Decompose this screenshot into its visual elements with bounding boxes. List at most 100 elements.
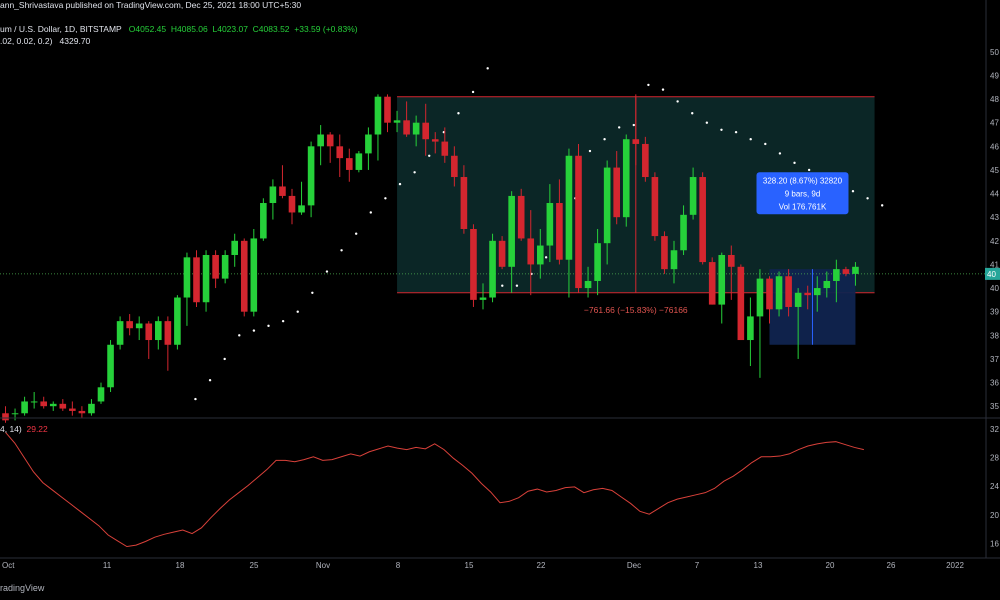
candle[interactable] xyxy=(537,229,544,279)
candle[interactable] xyxy=(632,94,640,166)
candle[interactable] xyxy=(718,252,726,324)
candle[interactable] xyxy=(231,233,238,267)
candle[interactable] xyxy=(756,269,764,378)
candle[interactable] xyxy=(451,146,458,187)
candle[interactable] xyxy=(279,165,286,199)
candle[interactable] xyxy=(307,141,315,218)
candle-body xyxy=(785,276,792,307)
candle[interactable] xyxy=(250,229,258,317)
candle[interactable] xyxy=(556,179,563,265)
candle[interactable] xyxy=(183,252,191,326)
candle[interactable] xyxy=(97,382,105,404)
candle[interactable] xyxy=(269,179,277,220)
candle[interactable] xyxy=(69,401,76,416)
candle[interactable] xyxy=(30,392,38,409)
candle[interactable] xyxy=(78,406,86,418)
candle[interactable] xyxy=(431,132,439,154)
candle[interactable] xyxy=(508,191,515,293)
candle[interactable] xyxy=(775,271,783,317)
candle[interactable] xyxy=(689,167,697,220)
price-tick: 44 xyxy=(990,190,999,199)
candle[interactable] xyxy=(336,134,344,178)
candle[interactable] xyxy=(21,396,28,416)
candle[interactable] xyxy=(661,231,668,274)
candle[interactable] xyxy=(708,257,716,305)
candle[interactable] xyxy=(804,285,811,310)
rsi-pane[interactable] xyxy=(5,432,864,548)
candle[interactable] xyxy=(479,283,487,310)
candle[interactable] xyxy=(747,297,754,367)
candle[interactable] xyxy=(393,110,401,133)
candle[interactable] xyxy=(422,103,429,156)
candles[interactable] xyxy=(2,94,859,423)
sar-dot xyxy=(208,379,212,382)
candle[interactable] xyxy=(460,165,468,234)
candle[interactable] xyxy=(575,143,582,293)
candle[interactable] xyxy=(145,321,153,359)
candle[interactable] xyxy=(680,205,687,255)
candle[interactable] xyxy=(126,314,133,336)
candle[interactable] xyxy=(842,266,850,277)
candle[interactable] xyxy=(298,181,305,215)
candle[interactable] xyxy=(603,160,611,265)
candle[interactable] xyxy=(728,245,735,300)
candle[interactable] xyxy=(59,399,67,411)
candle-body xyxy=(680,214,687,251)
candle[interactable] xyxy=(498,236,506,270)
candle[interactable] xyxy=(823,271,831,298)
candle[interactable] xyxy=(374,94,382,161)
candle[interactable] xyxy=(699,172,706,265)
candle[interactable] xyxy=(794,288,802,359)
candle[interactable] xyxy=(642,136,649,182)
candle[interactable] xyxy=(346,148,353,182)
candle[interactable] xyxy=(565,148,573,298)
time-tick: 13 xyxy=(754,561,763,570)
candle[interactable] xyxy=(11,408,19,421)
candle[interactable] xyxy=(584,266,592,298)
candle[interactable] xyxy=(517,188,525,241)
candle[interactable] xyxy=(651,172,659,241)
candle[interactable] xyxy=(813,276,821,312)
candle[interactable] xyxy=(2,406,9,423)
candle[interactable] xyxy=(174,295,181,350)
candle[interactable] xyxy=(489,233,496,303)
candle[interactable] xyxy=(412,115,420,147)
candle[interactable] xyxy=(546,184,554,263)
candle[interactable] xyxy=(164,316,172,371)
candle[interactable] xyxy=(326,132,334,163)
candle[interactable] xyxy=(193,250,200,307)
candle[interactable] xyxy=(202,250,210,312)
candle[interactable] xyxy=(288,188,296,225)
candle[interactable] xyxy=(833,259,840,303)
footer-text: radingView xyxy=(0,583,45,593)
candle[interactable] xyxy=(155,316,162,350)
candle[interactable] xyxy=(212,250,219,289)
candle[interactable] xyxy=(116,316,124,350)
candle[interactable] xyxy=(135,316,143,341)
candle[interactable] xyxy=(527,210,535,296)
candle[interactable] xyxy=(240,238,248,317)
candle[interactable] xyxy=(852,262,859,286)
candle[interactable] xyxy=(737,264,745,341)
candle[interactable] xyxy=(613,151,620,225)
candle[interactable] xyxy=(88,399,95,416)
candle[interactable] xyxy=(670,240,678,284)
candle[interactable] xyxy=(441,127,449,163)
candle[interactable] xyxy=(317,125,324,166)
candle[interactable] xyxy=(355,151,363,173)
candle[interactable] xyxy=(49,401,57,411)
candle[interactable] xyxy=(785,269,792,317)
candle[interactable] xyxy=(221,250,229,284)
candle[interactable] xyxy=(594,229,601,296)
candle[interactable] xyxy=(622,134,630,227)
candle[interactable] xyxy=(766,276,773,324)
candle-body xyxy=(603,167,611,244)
candle[interactable] xyxy=(365,127,372,170)
candle[interactable] xyxy=(403,101,410,137)
candle[interactable] xyxy=(384,94,391,133)
candle[interactable] xyxy=(260,198,267,241)
candle[interactable] xyxy=(470,224,477,307)
candle[interactable] xyxy=(40,396,47,409)
candle[interactable] xyxy=(107,340,114,393)
